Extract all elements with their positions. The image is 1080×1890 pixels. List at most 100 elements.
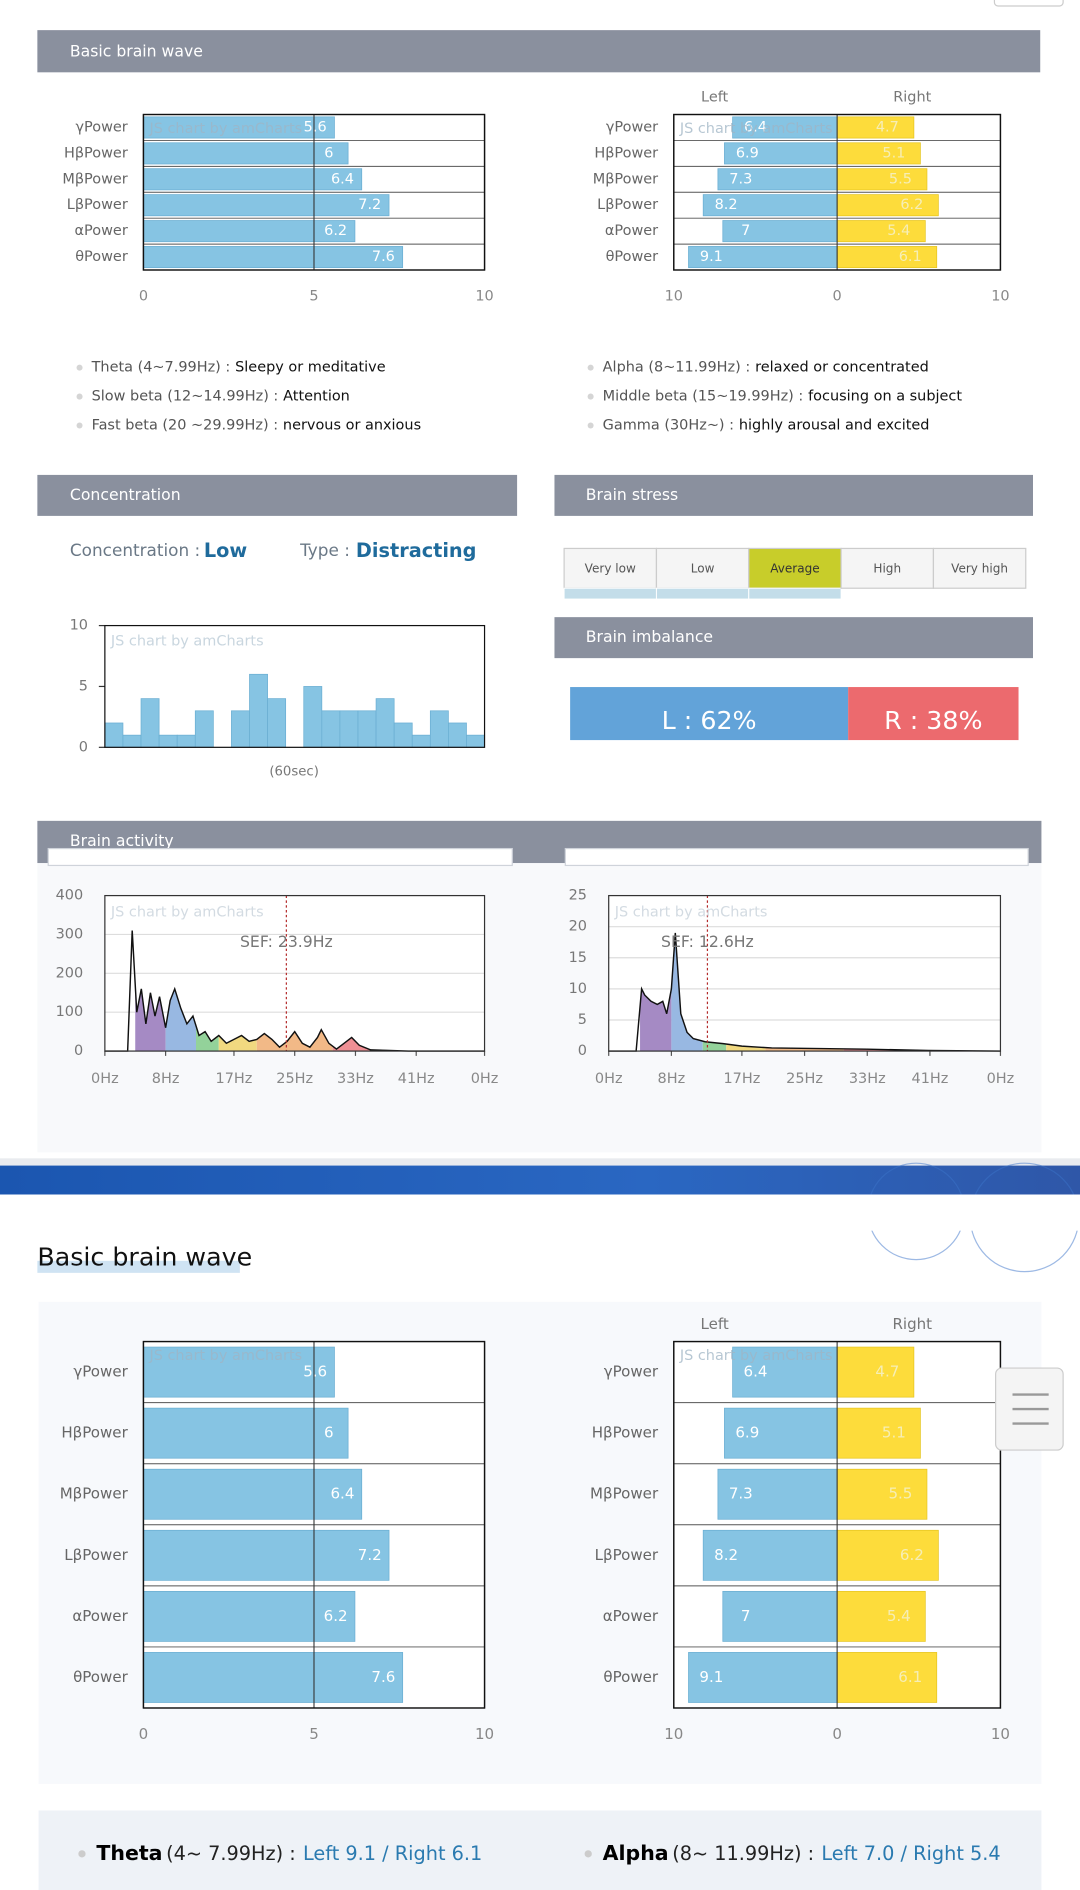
value-label: 7 xyxy=(741,223,750,239)
category-label: HβPower xyxy=(61,1424,128,1442)
bullet xyxy=(76,393,83,400)
y-tick-label: 0 xyxy=(79,739,88,755)
bar xyxy=(448,722,467,748)
range: Gamma (30Hz~) : xyxy=(603,417,734,433)
bar-left xyxy=(570,687,849,741)
bar xyxy=(143,1590,356,1642)
level-indicator xyxy=(563,587,657,600)
value-label: 6.1 xyxy=(898,1668,922,1686)
desc: relaxed or concentrated xyxy=(755,360,929,376)
y-tick-label: 10 xyxy=(70,618,88,634)
category-label: MβPower xyxy=(590,1485,659,1503)
section-title: Brain imbalance xyxy=(586,627,713,646)
x-tick-label: 0Hz xyxy=(471,1071,499,1087)
x-axis-label: (60sec) xyxy=(269,764,319,779)
value-label: 6.9 xyxy=(735,1424,759,1442)
category-label: LβPower xyxy=(64,1546,128,1564)
band-area xyxy=(218,1035,257,1052)
bar xyxy=(140,698,160,748)
range: Middle beta (15~19.99Hz) : xyxy=(603,389,804,405)
band-name: Theta xyxy=(96,1841,162,1865)
bar-right xyxy=(836,1407,921,1459)
concentration-text: Concentration : Low xyxy=(70,538,247,561)
value-label: 6.4 xyxy=(744,119,767,135)
level-label: Low xyxy=(691,561,715,575)
x-tick-label: 0 xyxy=(833,289,842,305)
plot-frame xyxy=(673,113,1002,271)
value-label: 8.2 xyxy=(714,1546,738,1564)
bar xyxy=(249,673,268,748)
value-label: 5.1 xyxy=(882,1424,906,1442)
bar xyxy=(143,1346,335,1398)
bar xyxy=(143,1529,390,1581)
category-label: HβPower xyxy=(592,1424,659,1442)
value-label: 9.1 xyxy=(699,1668,723,1686)
x-tick-label: 25Hz xyxy=(276,1071,313,1087)
bar xyxy=(143,1652,404,1703)
title-highlight xyxy=(37,1260,240,1273)
x-tick-label: 0Hz xyxy=(91,1071,119,1087)
charts: γPower 5.6 HβPower 6 MβPower 6.4 LβPower 7.2 αPo… xyxy=(56,90,1027,1865)
x-tick-label: 5 xyxy=(309,1725,319,1743)
legend-label: Right xyxy=(893,90,931,106)
y-tick-label: 100 xyxy=(56,1004,84,1020)
value-label: 7.3 xyxy=(729,171,752,187)
watermark: JS chart by amCharts xyxy=(148,121,302,137)
y-tick-label: 15 xyxy=(569,950,587,966)
bar xyxy=(393,722,413,748)
watermark: JS chart by amCharts xyxy=(110,633,264,649)
range: Theta (4~7.99Hz) : xyxy=(91,360,231,376)
value-label: 7.6 xyxy=(371,1668,395,1686)
bar xyxy=(339,710,359,748)
category-label: HβPower xyxy=(594,145,658,161)
value-label: 7.2 xyxy=(358,1546,382,1564)
x-tick-label: 0Hz xyxy=(595,1071,623,1087)
value-label: 7.3 xyxy=(729,1485,753,1503)
spectrum-line xyxy=(608,932,1001,1052)
bar-right xyxy=(836,142,921,165)
range: Slow beta (12~14.99Hz) : xyxy=(92,389,279,405)
x-tick-label: 10 xyxy=(664,1725,683,1743)
sef-label: SEF: 23.9Hz xyxy=(240,932,333,951)
x-tick-label: 33Hz xyxy=(849,1071,886,1087)
y-tick-label: 0 xyxy=(578,1043,587,1059)
report-title: Basic brain wave xyxy=(37,1242,252,1271)
bar-right xyxy=(836,246,938,269)
category-label: θPower xyxy=(73,1668,129,1686)
band-detail: Left 9.1 / Right 6.1 xyxy=(303,1841,482,1864)
plot-frame xyxy=(673,1340,1002,1709)
bar xyxy=(357,710,377,748)
category-label: γPower xyxy=(73,1363,128,1381)
value-label: 7.6 xyxy=(372,249,395,265)
top-button[interactable] xyxy=(993,0,1064,7)
band-detail: Left 7.0 / Right 5.4 xyxy=(821,1841,1000,1864)
category-label: αPower xyxy=(603,1607,659,1625)
band-area xyxy=(256,1029,333,1052)
range: Alpha (8~11.99Hz) : xyxy=(603,360,751,376)
value-label: 5.4 xyxy=(887,1607,911,1625)
divider xyxy=(0,1158,1080,1166)
bullet xyxy=(78,1850,86,1858)
x-tick-label: 10 xyxy=(991,289,1009,305)
x-tick-label: 0 xyxy=(832,1725,842,1743)
category-label: HβPower xyxy=(64,145,128,161)
level-indicator xyxy=(748,587,842,600)
x-tick-label: 10 xyxy=(665,289,683,305)
desc: Attention xyxy=(283,389,350,405)
legend-item: Alpha (8~11.99Hz) : relaxed or concentrat… xyxy=(603,360,929,376)
value-label: 6.4 xyxy=(331,171,354,187)
value-label: 7 xyxy=(741,1607,751,1625)
y-tick-label: 300 xyxy=(56,926,84,942)
bar xyxy=(176,734,196,748)
type-text: Type : Distracting xyxy=(299,538,476,561)
x-tick-label: 17Hz xyxy=(216,1071,253,1087)
value-label: 4.7 xyxy=(875,1363,899,1381)
band-area xyxy=(671,932,703,1052)
y-tick-label: 200 xyxy=(56,965,84,981)
spectrum-line xyxy=(104,930,485,1052)
section-title: Basic brain wave xyxy=(70,41,203,60)
label: Concentration : xyxy=(70,540,200,560)
bar-label: L : 62% xyxy=(662,706,757,735)
y-tick-label: 5 xyxy=(79,678,88,694)
